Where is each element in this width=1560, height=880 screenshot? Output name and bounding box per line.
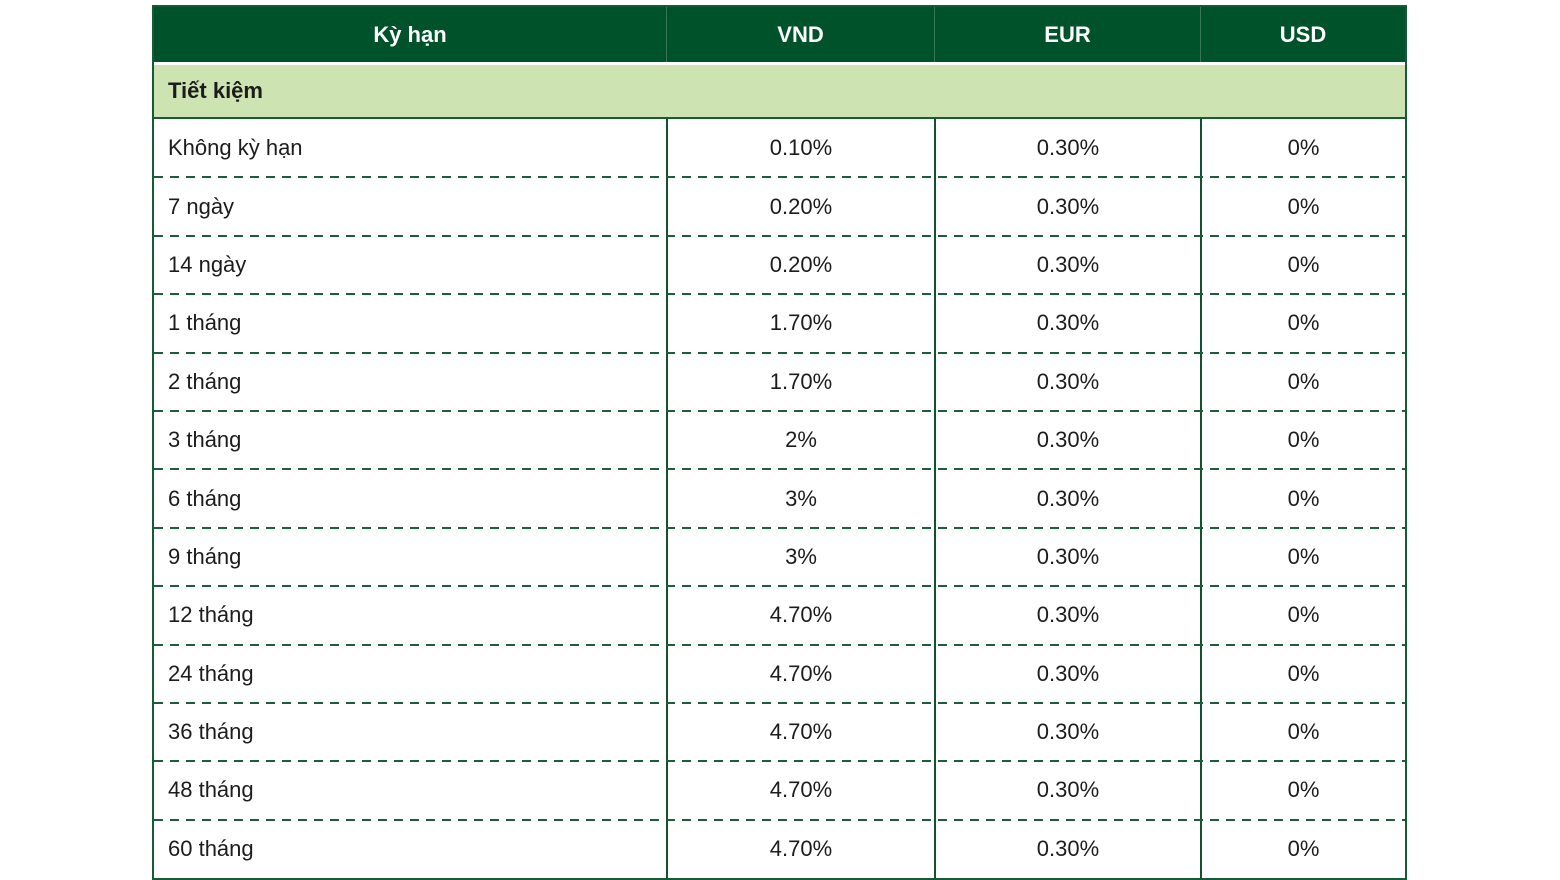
eur-rate-cell: 0.30% bbox=[934, 410, 1200, 470]
vnd-rate-cell: 4.70% bbox=[666, 819, 934, 879]
term-cell: 3 tháng bbox=[168, 427, 242, 453]
vnd-rate-cell: 1.70% bbox=[666, 352, 934, 411]
vnd-rate-cell: 3% bbox=[666, 469, 934, 528]
eur-rate-cell: 0.30% bbox=[934, 702, 1200, 762]
term-cell: 48 tháng bbox=[168, 777, 254, 803]
header-divider bbox=[154, 62, 1405, 65]
table-row: 7 ngày 0.20% 0.30% 0% bbox=[154, 176, 1405, 236]
term-cell: 36 tháng bbox=[168, 719, 254, 745]
usd-rate-cell: 0% bbox=[1200, 469, 1405, 528]
interest-rate-table: Kỳ hạn VND EUR USD Tiết kiệm Không kỳ hạ… bbox=[152, 5, 1407, 880]
vnd-rate-cell: 4.70% bbox=[666, 702, 934, 762]
vnd-rate-cell: 0.10% bbox=[666, 119, 934, 178]
term-cell: 9 tháng bbox=[168, 543, 242, 569]
term-cell: 2 tháng bbox=[168, 368, 242, 394]
table-row: 9 tháng 3% 0.30% 0% bbox=[154, 526, 1405, 587]
eur-rate-cell: 0.30% bbox=[934, 177, 1200, 236]
eur-rate-cell: 0.30% bbox=[934, 352, 1200, 411]
usd-rate-cell: 0% bbox=[1200, 410, 1405, 470]
vnd-rate-cell: 2% bbox=[666, 410, 934, 470]
table-row: 36 tháng 4.70% 0.30% 0% bbox=[154, 701, 1405, 762]
table-row: 24 tháng 4.70% 0.30% 0% bbox=[154, 643, 1405, 703]
column-header-vnd: VND bbox=[666, 7, 934, 62]
usd-rate-cell: 0% bbox=[1200, 702, 1405, 762]
vnd-rate-cell: 4.70% bbox=[666, 761, 934, 820]
usd-rate-cell: 0% bbox=[1200, 586, 1405, 645]
table-row: 6 tháng 3% 0.30% 0% bbox=[154, 468, 1405, 528]
vnd-rate-cell: 0.20% bbox=[666, 177, 934, 236]
vnd-rate-cell: 4.70% bbox=[666, 586, 934, 645]
vnd-rate-cell: 3% bbox=[666, 527, 934, 587]
term-cell: 6 tháng bbox=[168, 485, 242, 511]
usd-rate-cell: 0% bbox=[1200, 235, 1405, 295]
vnd-rate-cell: 0.20% bbox=[666, 235, 934, 295]
term-cell: 1 tháng bbox=[168, 310, 242, 336]
eur-rate-cell: 0.30% bbox=[934, 235, 1200, 295]
table-row: 60 tháng 4.70% 0.30% 0% bbox=[154, 818, 1405, 879]
usd-rate-cell: 0% bbox=[1200, 352, 1405, 411]
term-cell: 7 ngày bbox=[168, 193, 235, 219]
usd-rate-cell: 0% bbox=[1200, 177, 1405, 236]
eur-rate-cell: 0.30% bbox=[934, 761, 1200, 820]
column-header-usd: USD bbox=[1200, 7, 1405, 62]
eur-rate-cell: 0.30% bbox=[934, 469, 1200, 528]
usd-rate-cell: 0% bbox=[1200, 819, 1405, 879]
table-row: Không kỳ hạn 0.10% 0.30% 0% bbox=[154, 119, 1405, 178]
vnd-rate-cell: 4.70% bbox=[666, 644, 934, 703]
vnd-rate-cell: 1.70% bbox=[666, 294, 934, 353]
usd-rate-cell: 0% bbox=[1200, 119, 1405, 178]
eur-rate-cell: 0.30% bbox=[934, 119, 1200, 178]
table-row: 14 ngày 0.20% 0.30% 0% bbox=[154, 234, 1405, 295]
eur-rate-cell: 0.30% bbox=[934, 644, 1200, 703]
term-cell: 24 tháng bbox=[168, 660, 254, 686]
section-header-savings: Tiết kiệm bbox=[154, 65, 1405, 119]
eur-rate-cell: 0.30% bbox=[934, 586, 1200, 645]
table-header-row: Kỳ hạn VND EUR USD bbox=[154, 7, 1405, 62]
usd-rate-cell: 0% bbox=[1200, 644, 1405, 703]
usd-rate-cell: 0% bbox=[1200, 527, 1405, 587]
column-header-term: Kỳ hạn bbox=[373, 21, 447, 47]
table-row: 1 tháng 1.70% 0.30% 0% bbox=[154, 293, 1405, 353]
table-row: 2 tháng 1.70% 0.30% 0% bbox=[154, 351, 1405, 411]
eur-rate-cell: 0.30% bbox=[934, 527, 1200, 587]
table-row: 12 tháng 4.70% 0.30% 0% bbox=[154, 585, 1405, 645]
table-row: 3 tháng 2% 0.30% 0% bbox=[154, 409, 1405, 470]
term-cell: 14 ngày bbox=[168, 251, 247, 277]
eur-rate-cell: 0.30% bbox=[934, 819, 1200, 879]
term-cell: Không kỳ hạn bbox=[168, 135, 303, 161]
term-cell: 12 tháng bbox=[168, 602, 254, 628]
eur-rate-cell: 0.30% bbox=[934, 294, 1200, 353]
usd-rate-cell: 0% bbox=[1200, 294, 1405, 353]
usd-rate-cell: 0% bbox=[1200, 761, 1405, 820]
table-body: Không kỳ hạn 0.10% 0.30% 0% 7 ngày 0.20%… bbox=[154, 119, 1405, 879]
table-row: 48 tháng 4.70% 0.30% 0% bbox=[154, 760, 1405, 820]
term-cell: 60 tháng bbox=[168, 835, 254, 861]
column-header-eur: EUR bbox=[934, 7, 1200, 62]
